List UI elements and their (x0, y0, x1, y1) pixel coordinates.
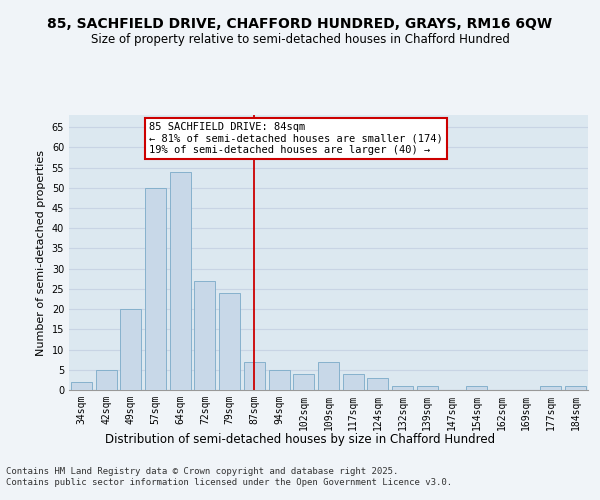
Bar (71, 382, 92, 390)
Bar (293, 374, 314, 390)
Bar (95, 370, 116, 390)
Bar (367, 378, 388, 390)
Bar (145, 188, 166, 390)
Bar (120, 309, 141, 390)
Bar (541, 386, 562, 390)
Bar (194, 281, 215, 390)
Bar (343, 374, 364, 390)
Bar (219, 293, 240, 390)
Bar (417, 386, 438, 390)
Y-axis label: Number of semi-detached properties: Number of semi-detached properties (36, 150, 46, 356)
Bar (269, 370, 290, 390)
Text: Contains HM Land Registry data © Crown copyright and database right 2025.
Contai: Contains HM Land Registry data © Crown c… (6, 468, 452, 487)
Bar (466, 386, 487, 390)
Text: Size of property relative to semi-detached houses in Chafford Hundred: Size of property relative to semi-detach… (91, 32, 509, 46)
Bar (318, 362, 339, 390)
Text: 85 SACHFIELD DRIVE: 84sqm
← 81% of semi-detached houses are smaller (174)
19% of: 85 SACHFIELD DRIVE: 84sqm ← 81% of semi-… (149, 122, 443, 155)
Bar (244, 362, 265, 390)
Bar (170, 172, 191, 390)
Text: Distribution of semi-detached houses by size in Chafford Hundred: Distribution of semi-detached houses by … (105, 432, 495, 446)
Bar (565, 386, 586, 390)
Bar (392, 386, 413, 390)
Text: 85, SACHFIELD DRIVE, CHAFFORD HUNDRED, GRAYS, RM16 6QW: 85, SACHFIELD DRIVE, CHAFFORD HUNDRED, G… (47, 18, 553, 32)
